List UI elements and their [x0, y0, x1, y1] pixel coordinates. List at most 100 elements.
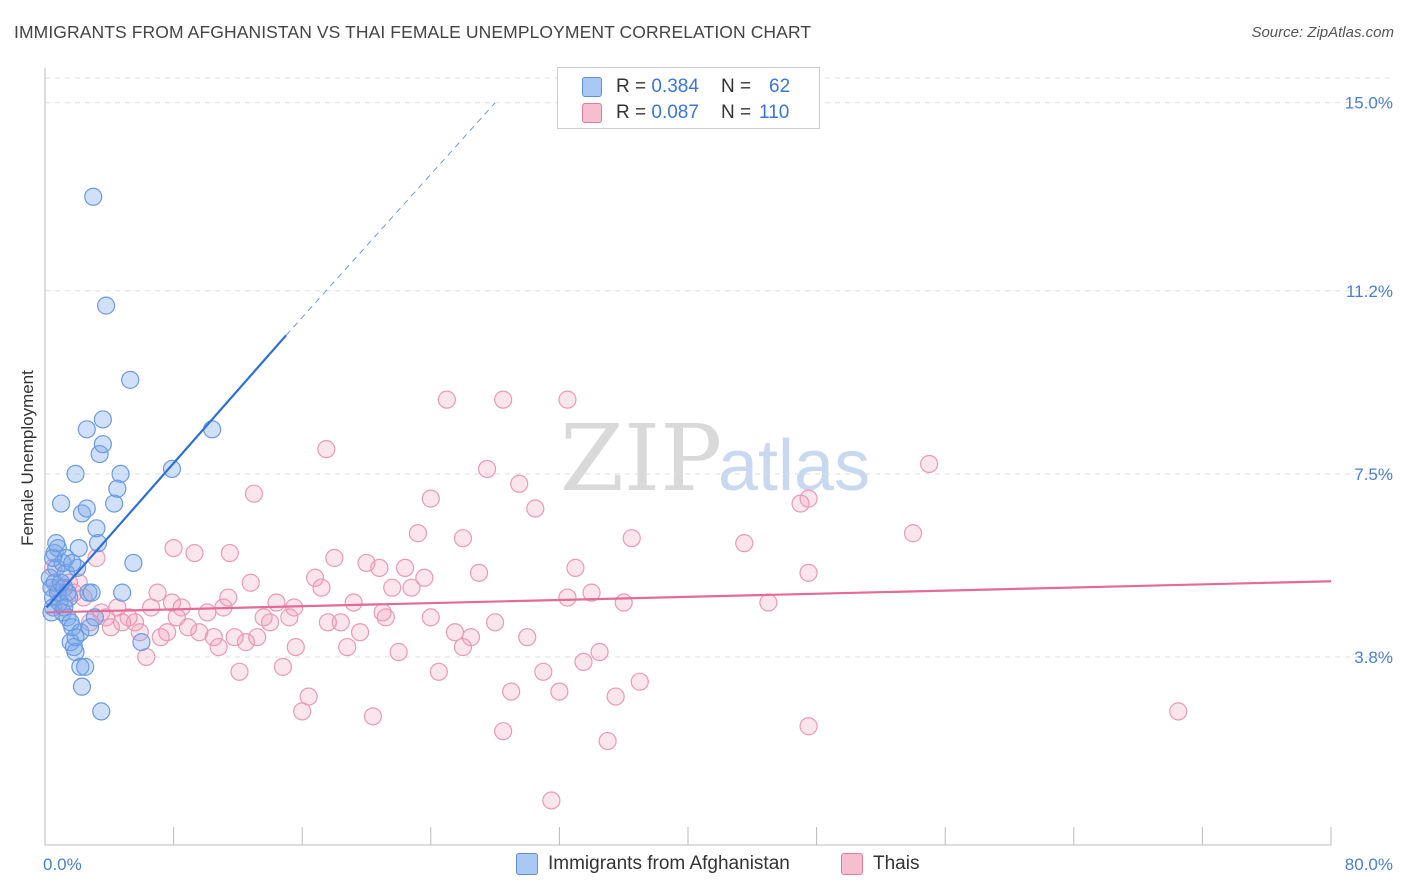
bottom-legend-label-thais: Thais: [873, 853, 920, 874]
thais-point: [376, 608, 395, 627]
thais-point: [317, 440, 336, 459]
afghanistan-point: [77, 499, 96, 518]
afghanistan-trend-extension: [285, 102, 496, 336]
legend-r-label: R =: [616, 76, 647, 97]
thais-point: [920, 454, 939, 474]
afghanistan-point: [111, 464, 130, 483]
thais-point: [502, 682, 521, 701]
afghanistan-point: [63, 553, 82, 573]
thais-point: [185, 543, 204, 563]
watermark: ZIP atlas: [560, 405, 870, 512]
afghanistan-point: [108, 479, 127, 498]
thais-point: [318, 613, 338, 632]
thais-trend-line: [46, 580, 1332, 614]
afghanistan-point: [43, 548, 63, 568]
thais-point: [220, 543, 239, 563]
bottom-legend-thais: Thais: [841, 851, 919, 877]
thais-point: [445, 623, 465, 642]
thais-point: [469, 563, 489, 582]
legend-r-label: R =: [616, 102, 647, 123]
thais-point: [273, 657, 293, 676]
chart-title: IMMIGRANTS FROM AFGHANISTAN VS THAI FEMA…: [14, 22, 812, 42]
thais-point: [408, 524, 428, 543]
y-tick-label: 3.8%: [1354, 648, 1393, 667]
afghanistan-point: [58, 583, 77, 602]
thais-point: [437, 390, 456, 409]
thais-point: [477, 459, 497, 479]
thais-point: [1169, 702, 1188, 721]
thais-point: [331, 613, 350, 632]
afghanistan-point: [121, 370, 140, 389]
thais-point: [158, 623, 177, 642]
afghanistan-point: [66, 628, 85, 647]
legend-swatch-thais: [582, 103, 602, 123]
thais-point: [494, 722, 513, 741]
afghanistan-point: [90, 444, 109, 464]
thais-point: [219, 588, 238, 607]
afghanistan-point: [77, 420, 96, 439]
trend-lines: [45, 102, 1332, 614]
thais-point: [598, 731, 617, 751]
thais-point: [558, 588, 577, 607]
afghanistan-point: [132, 633, 151, 652]
legend-swatch-afghanistan: [582, 77, 602, 97]
thais-point: [494, 390, 513, 409]
gridlines: [45, 77, 1392, 658]
afghanistan-point: [113, 583, 132, 602]
thais-point: [190, 623, 209, 642]
thais-point: [402, 578, 421, 597]
thais-point: [230, 662, 249, 681]
thais-point: [518, 628, 537, 647]
thais-point: [903, 524, 923, 543]
afghanistan-point: [203, 420, 222, 439]
thais-point: [325, 548, 344, 568]
afghanistan-point: [124, 553, 143, 573]
afghanistan-point: [96, 296, 116, 315]
afghanistan-point: [71, 657, 90, 676]
thais-point: [236, 633, 256, 652]
thais-point: [225, 628, 244, 647]
thais-point: [453, 529, 473, 548]
tick-labels: 3.8% 7.5% 11.2% 15.0% 0.0% 80.0%: [43, 94, 1393, 874]
thais-point: [373, 603, 392, 622]
thais-point: [260, 613, 280, 632]
y-axis-label: Female Unemployment: [18, 370, 37, 546]
thais-point: [622, 529, 641, 548]
thais-point: [148, 583, 167, 602]
axes: [44, 68, 1332, 846]
thais-point: [178, 618, 198, 637]
thais-point: [125, 613, 145, 632]
thais-point: [338, 637, 357, 657]
thais-point: [389, 642, 408, 662]
thais-point: [312, 578, 331, 597]
thais-point: [101, 618, 121, 637]
thais-point: [735, 534, 754, 553]
afghanistan-point: [56, 563, 75, 582]
thais-point: [799, 717, 818, 736]
thais-point: [630, 672, 649, 691]
thais-point: [566, 558, 585, 577]
y-tick-label: 7.5%: [1354, 465, 1393, 484]
bottom-legend-afghanistan: Immigrants from Afghanistan: [516, 851, 790, 877]
thais-point: [606, 687, 625, 706]
afghanistan-point: [105, 494, 124, 513]
afghanistan-point: [80, 618, 100, 637]
afghanistan-point: [55, 598, 74, 617]
thais-point: [350, 623, 370, 642]
stats-legend: R = 0.384 N = 62 R = 0.087 N = 110: [557, 67, 820, 129]
bottom-legend-swatch-afghanistan: [516, 853, 538, 875]
y-tick-label: 15.0%: [1345, 94, 1393, 113]
thais-point: [164, 538, 183, 558]
thais-point: [267, 593, 286, 612]
thais-point: [344, 593, 363, 612]
thais-point: [370, 558, 389, 577]
bottom-legend-label-afghanistan: Immigrants from Afghanistan: [548, 853, 790, 874]
afghanistan-point: [88, 534, 108, 553]
thais-point: [759, 593, 778, 612]
thais-point: [799, 489, 818, 508]
thais-point: [510, 474, 529, 493]
afghanistan-point: [93, 410, 112, 429]
legend-n-label: N =: [720, 102, 752, 123]
thais-point: [590, 642, 609, 662]
